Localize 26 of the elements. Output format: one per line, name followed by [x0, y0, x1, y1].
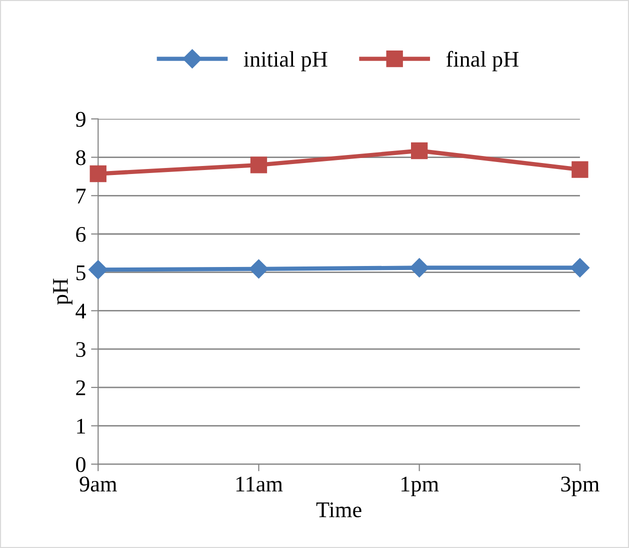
- point: [88, 260, 108, 280]
- y-tick-label: 5: [76, 266, 86, 280]
- y-tick-label: 0: [76, 457, 86, 472]
- legend-label: initial pH: [244, 51, 328, 72]
- legend-label: final pH: [446, 50, 518, 72]
- y-tick-label: 3: [76, 342, 86, 358]
- x-tick-label: 11am: [236, 476, 283, 492]
- y-tick-label: 1: [77, 418, 85, 434]
- y-tick-label: 4: [76, 304, 86, 318]
- y-tick-label: 8: [76, 150, 86, 166]
- x-tick-label: 9am: [80, 476, 117, 492]
- point: [250, 156, 268, 174]
- y-tick-label: 2: [76, 380, 86, 396]
- x-axis-title: Time: [316, 502, 362, 518]
- x-tick-label: 1pm: [402, 476, 439, 496]
- x-tick-label: 3pm: [561, 476, 600, 496]
- point: [249, 259, 268, 278]
- y-tick-label: 9: [76, 112, 86, 127]
- y-axis-title: pH: [53, 278, 72, 305]
- point: [410, 258, 429, 278]
- point: [90, 165, 106, 182]
- point: [572, 161, 588, 178]
- point: [411, 142, 428, 160]
- y-tick-label: 7: [76, 188, 86, 204]
- point: [570, 258, 590, 278]
- y-tick-label: 6: [76, 226, 86, 242]
